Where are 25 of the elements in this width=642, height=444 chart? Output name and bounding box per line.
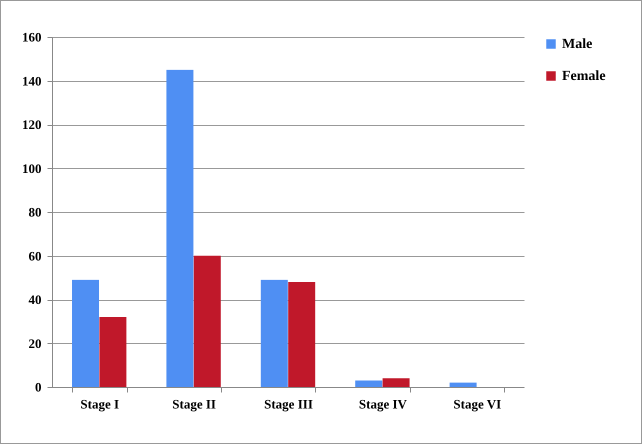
y-tick-label: 160 [22,30,42,44]
y-tick-label: 60 [28,248,42,264]
y-tick-label: 20 [28,336,42,351]
y-tick-label: 80 [28,204,42,220]
y-tick-label: 140 [22,73,42,88]
x-tick-label: Stage I [80,396,120,412]
x-tick-label: Stage IV [358,396,408,412]
x-tick-label: Stage II [172,396,216,412]
bar [288,282,316,387]
y-tick-label: 120 [22,117,42,132]
bar [166,70,194,387]
x-tick-label: Stage VI [453,396,502,412]
y-tick-label: 0 [35,380,42,394]
bar [194,256,221,387]
x-tick-label: Stage III [264,396,313,412]
bar [99,317,126,387]
bar [72,280,100,387]
bar [382,378,410,387]
bar [355,380,382,387]
bar [260,280,288,387]
legend-label: Male [562,37,592,52]
y-tick-label: 100 [22,160,42,176]
y-tick-label: 40 [28,292,42,307]
bar [450,382,477,387]
legend-label: Female [562,69,606,84]
